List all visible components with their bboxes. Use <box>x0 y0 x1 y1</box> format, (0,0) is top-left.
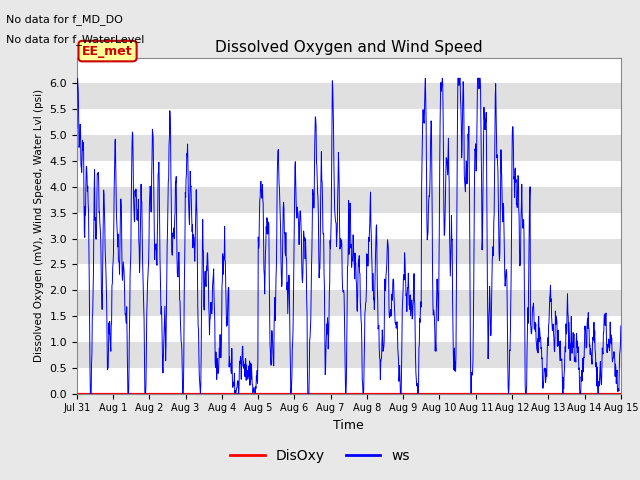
Title: Dissolved Oxygen and Wind Speed: Dissolved Oxygen and Wind Speed <box>215 40 483 55</box>
Bar <box>77 109 621 135</box>
Bar <box>77 213 621 239</box>
Bar <box>77 342 621 368</box>
Bar <box>77 84 621 109</box>
Bar <box>77 239 621 264</box>
Bar <box>77 187 621 213</box>
Y-axis label: Dissolved Oxygen (mV), Wind Speed, Water Lvl (psi): Dissolved Oxygen (mV), Wind Speed, Water… <box>34 89 44 362</box>
Bar <box>77 135 621 161</box>
Text: No data for f_MD_DO: No data for f_MD_DO <box>6 14 124 25</box>
Bar <box>77 264 621 290</box>
X-axis label: Time: Time <box>333 419 364 432</box>
Text: No data for f_WaterLevel: No data for f_WaterLevel <box>6 34 145 45</box>
Bar <box>77 368 621 394</box>
Bar <box>77 161 621 187</box>
Legend: DisOxy, ws: DisOxy, ws <box>225 443 415 468</box>
Text: EE_met: EE_met <box>82 45 133 58</box>
Bar <box>77 316 621 342</box>
Bar <box>77 290 621 316</box>
